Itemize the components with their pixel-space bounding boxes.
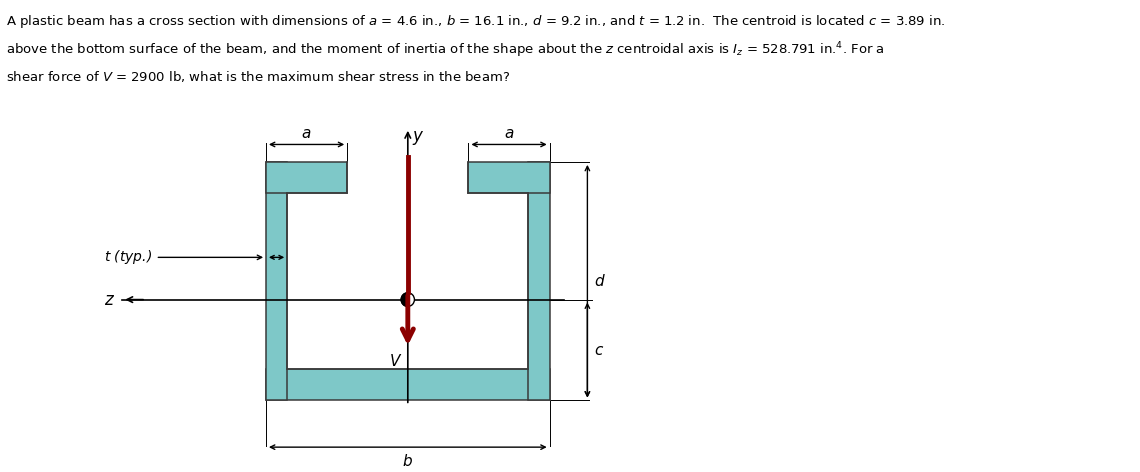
Text: $V$: $V$ (389, 353, 402, 369)
Text: $d$: $d$ (594, 273, 605, 289)
Text: $b$: $b$ (402, 453, 414, 469)
Text: $c$: $c$ (594, 343, 604, 357)
Bar (266, 162, 287, 400)
Text: shear force of $V$ = 2900 lb, what is the maximum shear stress in the beam?: shear force of $V$ = 2900 lb, what is th… (6, 68, 511, 84)
Text: $a$: $a$ (504, 126, 514, 141)
Text: $y$: $y$ (412, 129, 424, 147)
Text: A plastic beam has a cross section with dimensions of $a$ = 4.6 in., $b$ = 16.1 : A plastic beam has a cross section with … (6, 13, 945, 30)
Bar (266, 370, 549, 400)
Bar (287, 162, 529, 370)
Circle shape (401, 293, 415, 306)
Bar (266, 162, 348, 193)
Text: $a$: $a$ (301, 126, 311, 141)
Text: $z$: $z$ (104, 291, 115, 309)
Bar (529, 162, 549, 400)
Text: above the bottom surface of the beam, and the moment of inertia of the shape abo: above the bottom surface of the beam, an… (6, 41, 885, 60)
Bar (469, 162, 549, 193)
Polygon shape (401, 293, 408, 306)
Text: $t$ (typ.): $t$ (typ.) (105, 248, 153, 266)
